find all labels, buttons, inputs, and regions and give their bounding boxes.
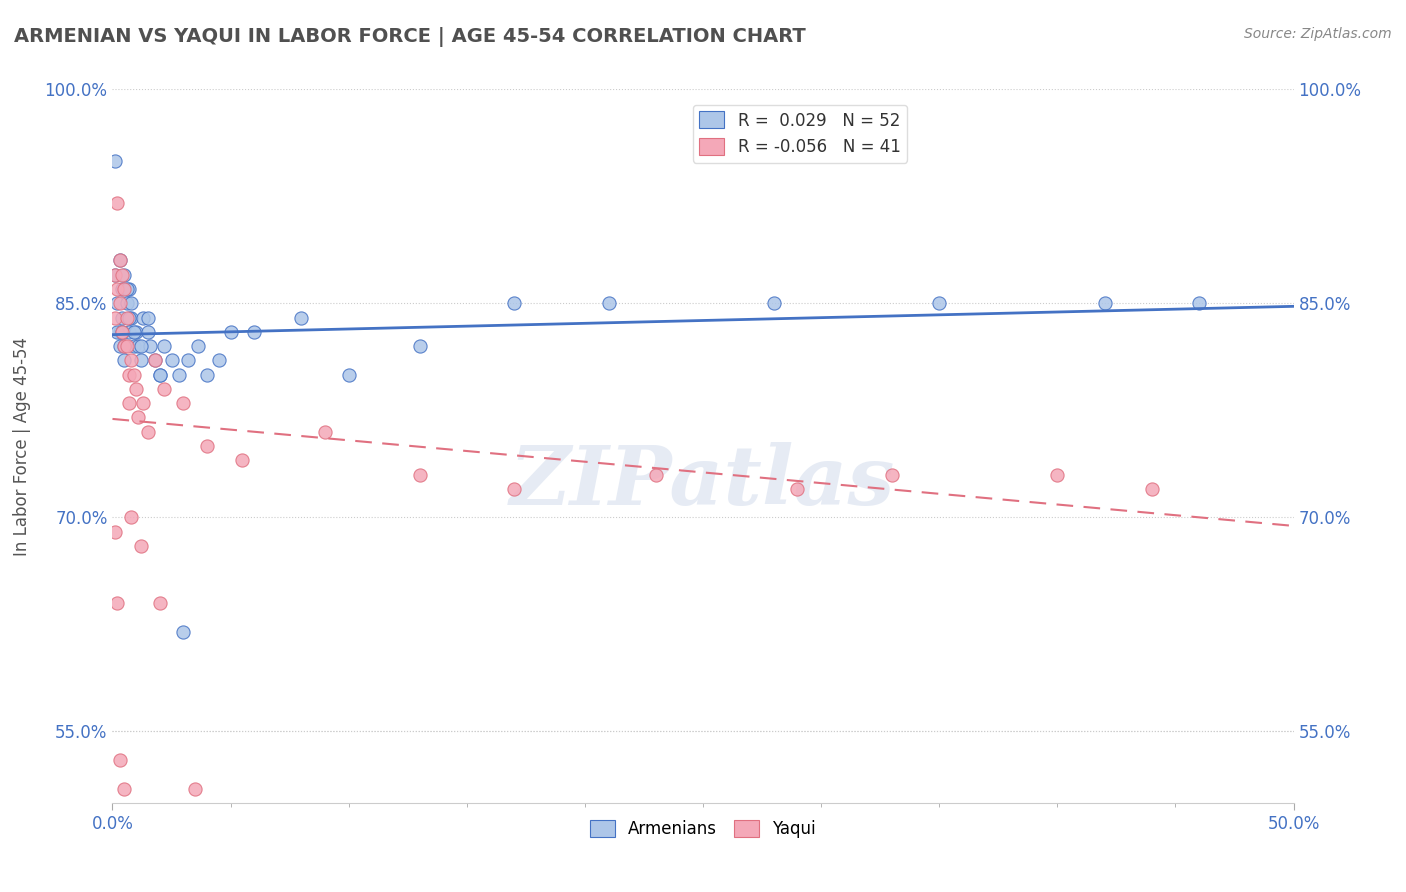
Point	[136, 325, 159, 339]
Point	[1046, 467, 1069, 482]
Point	[112, 339, 135, 353]
Point	[108, 253, 131, 268]
Point	[111, 282, 134, 296]
Point	[120, 296, 142, 310]
Text: ZIPatlas: ZIPatlas	[510, 442, 896, 522]
Point	[108, 253, 131, 268]
Point	[111, 325, 134, 339]
Point	[172, 396, 194, 410]
Point	[208, 353, 231, 368]
Point	[105, 296, 128, 310]
Point	[108, 296, 131, 310]
Point	[122, 339, 145, 353]
Point	[118, 310, 141, 325]
Point	[104, 310, 127, 325]
Point	[786, 482, 808, 496]
Point	[408, 467, 430, 482]
Point	[112, 268, 135, 282]
Point	[125, 325, 148, 339]
Point	[118, 368, 141, 382]
Point	[503, 482, 526, 496]
Point	[127, 410, 149, 425]
Point	[115, 339, 138, 353]
Point	[243, 325, 266, 339]
Point	[195, 439, 218, 453]
Point	[112, 781, 135, 796]
Point	[111, 325, 134, 339]
Legend: Armenians, Yaqui: Armenians, Yaqui	[583, 813, 823, 845]
Point	[184, 781, 207, 796]
Point	[136, 310, 159, 325]
Point	[314, 425, 336, 439]
Point	[408, 339, 430, 353]
Point	[118, 325, 141, 339]
Point	[129, 339, 152, 353]
Text: Source: ZipAtlas.com: Source: ZipAtlas.com	[1244, 27, 1392, 41]
Point	[115, 310, 138, 325]
Point	[149, 368, 172, 382]
Point	[129, 353, 152, 368]
Point	[928, 296, 950, 310]
Point	[503, 296, 526, 310]
Point	[105, 282, 128, 296]
Point	[122, 325, 145, 339]
Point	[139, 339, 162, 353]
Point	[112, 339, 135, 353]
Point	[143, 353, 166, 368]
Point	[143, 353, 166, 368]
Point	[762, 296, 785, 310]
Point	[1094, 296, 1116, 310]
Point	[153, 382, 176, 396]
Point	[112, 282, 135, 296]
Point	[290, 310, 312, 325]
Point	[108, 753, 131, 767]
Point	[149, 596, 172, 610]
Point	[122, 368, 145, 382]
Point	[1140, 482, 1163, 496]
Point	[118, 396, 141, 410]
Point	[120, 310, 142, 325]
Point	[880, 467, 903, 482]
Point	[149, 368, 172, 382]
Point	[104, 524, 127, 539]
Point	[111, 268, 134, 282]
Point	[104, 268, 127, 282]
Point	[104, 153, 127, 168]
Point	[112, 353, 135, 368]
Point	[108, 339, 131, 353]
Text: ARMENIAN VS YAQUI IN LABOR FORCE | AGE 45-54 CORRELATION CHART: ARMENIAN VS YAQUI IN LABOR FORCE | AGE 4…	[14, 27, 806, 46]
Point	[160, 353, 183, 368]
Point	[132, 310, 155, 325]
Point	[115, 296, 138, 310]
Point	[108, 325, 131, 339]
Point	[177, 353, 200, 368]
Point	[172, 624, 194, 639]
Point	[598, 296, 620, 310]
Point	[129, 539, 152, 553]
Point	[186, 339, 208, 353]
Point	[132, 396, 155, 410]
Point	[105, 196, 128, 211]
Point	[219, 325, 242, 339]
Point	[104, 268, 127, 282]
Y-axis label: In Labor Force | Age 45-54: In Labor Force | Age 45-54	[13, 336, 31, 556]
Point	[105, 596, 128, 610]
Point	[167, 368, 190, 382]
Point	[118, 282, 141, 296]
Point	[111, 310, 134, 325]
Point	[153, 339, 176, 353]
Point	[127, 339, 149, 353]
Point	[105, 325, 128, 339]
Point	[1188, 296, 1211, 310]
Point	[125, 382, 148, 396]
Point	[337, 368, 360, 382]
Point	[120, 353, 142, 368]
Point	[136, 425, 159, 439]
Point	[195, 368, 218, 382]
Point	[644, 467, 666, 482]
Point	[115, 282, 138, 296]
Point	[231, 453, 253, 467]
Point	[120, 510, 142, 524]
